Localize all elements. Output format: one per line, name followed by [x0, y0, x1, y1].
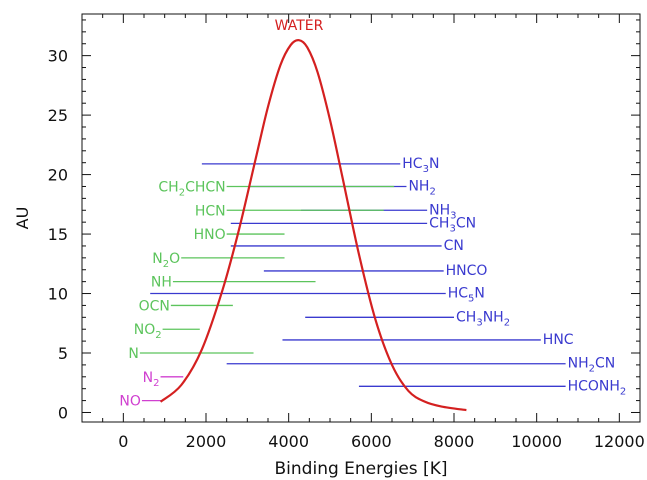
x-axis-label: Binding Energies [K]	[275, 459, 448, 479]
molecule-label: HC5N	[448, 286, 485, 305]
molecule-label: N2O	[152, 251, 180, 270]
molecule-label: N	[128, 346, 138, 362]
y-axis-label: AU	[13, 207, 32, 230]
y-tick-label: 5	[58, 344, 68, 363]
molecule-label: NH3	[429, 202, 456, 221]
x-tick-label: 6000	[351, 432, 392, 451]
molecule-label: HNC	[543, 332, 574, 348]
molecule-label: OCN	[139, 298, 170, 314]
x-tick-label: 2000	[186, 432, 227, 451]
molecule-label: NH2CN	[568, 356, 616, 375]
y-tick-label: 20	[48, 166, 68, 185]
molecule-label: NO2	[134, 322, 162, 341]
molecule-label: NH2	[408, 178, 435, 197]
molecule-label: HNO	[194, 227, 226, 243]
plot-frame	[81, 13, 641, 423]
molecule-label: CH2CHCN	[158, 179, 225, 198]
y-tick-label: 30	[48, 47, 68, 66]
y-tick-label: 25	[48, 106, 68, 125]
molecule-label: HC3N	[402, 156, 439, 175]
x-axis: 0 2000 4000 6000 8000 10000 12000	[81, 14, 645, 451]
molecule-label: CH3NH2	[456, 309, 510, 328]
y-tick-label: 0	[58, 403, 68, 422]
x-tick-label: 8000	[434, 432, 475, 451]
x-tick-label: 0	[118, 432, 128, 451]
y-axis: 0 5 10 15 20 25 30	[48, 19, 640, 422]
y-tick-label: 15	[48, 225, 68, 244]
molecule-label: HCONH2	[568, 378, 627, 397]
molecule-label: N2	[143, 370, 160, 389]
molecule-label: CH3CN	[429, 215, 476, 234]
molecule-label: NO	[119, 394, 141, 410]
molecule-label: HNCO	[446, 263, 488, 279]
x-tick-label: 12000	[594, 432, 645, 451]
x-tick-label: 10000	[511, 432, 562, 451]
x-tick-label: 4000	[268, 432, 309, 451]
water-curve	[159, 38, 467, 412]
y-tick-label: 10	[48, 285, 68, 304]
molecule-label: NH	[151, 275, 172, 291]
molecule-label: CN	[444, 238, 464, 254]
molecule-label: HCN	[195, 203, 226, 219]
molecule-lines	[139, 163, 566, 402]
water-label: WATER	[275, 18, 324, 34]
